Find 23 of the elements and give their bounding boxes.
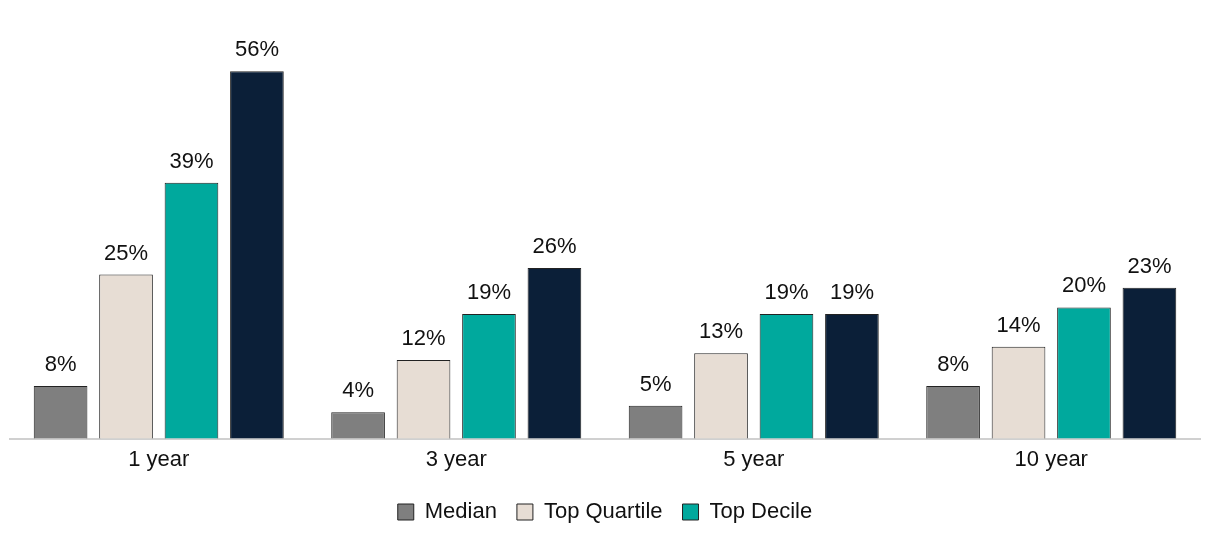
legend-label: Top Decile xyxy=(709,498,813,524)
data-label: 25% xyxy=(104,239,149,265)
legend-label: Median xyxy=(424,498,497,524)
data-label: 39% xyxy=(169,147,214,173)
x-tick-label: 10 year xyxy=(1014,445,1088,471)
data-label: 19% xyxy=(764,279,809,305)
x-tick-label: 3 year xyxy=(425,445,487,471)
data-label: 12% xyxy=(401,324,446,350)
data-label: 19% xyxy=(829,279,874,305)
data-label: 13% xyxy=(699,318,744,344)
data-label: 20% xyxy=(1061,272,1106,298)
data-label: 56% xyxy=(234,36,279,62)
data-label: 19% xyxy=(466,279,511,305)
data-label: 8% xyxy=(937,351,969,377)
data-label: 8% xyxy=(44,351,77,377)
data-label: 4% xyxy=(342,377,374,403)
x-tick-label: 1 year xyxy=(128,445,190,471)
x-tick-label: 5 year xyxy=(723,445,785,471)
data-label: 5% xyxy=(639,370,672,396)
legend-label: Top Quartile xyxy=(543,498,663,524)
data-label: 23% xyxy=(1127,252,1172,278)
data-label: 14% xyxy=(996,311,1041,337)
data-label: 26% xyxy=(532,233,577,259)
